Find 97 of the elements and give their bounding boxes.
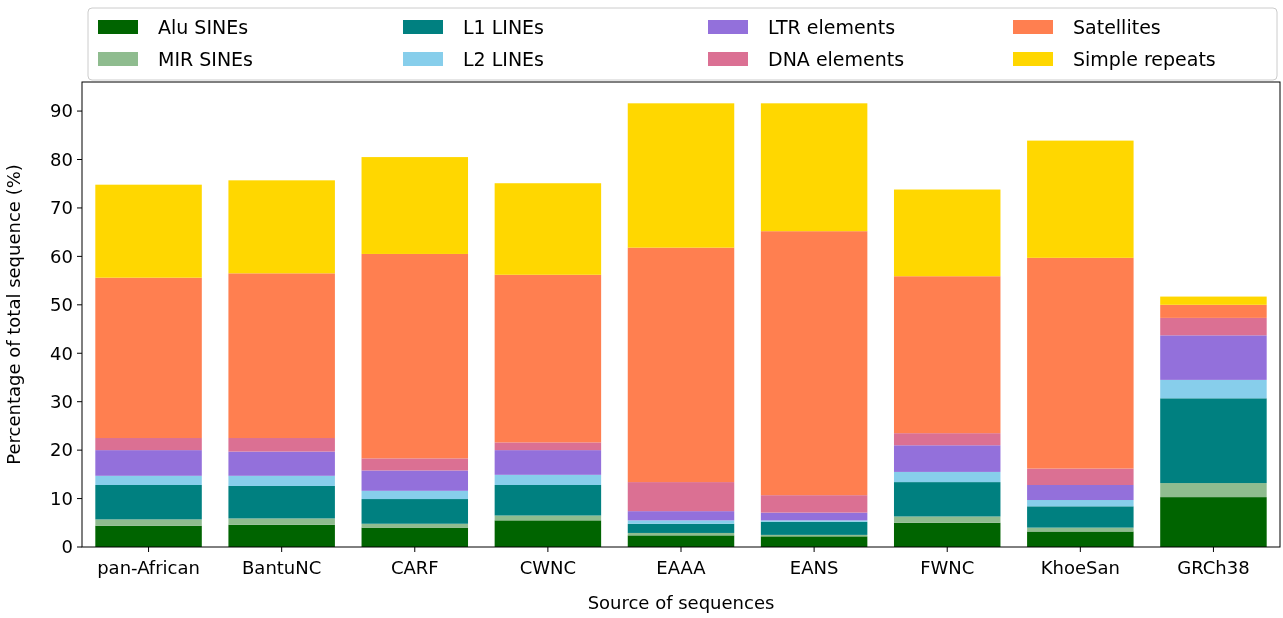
x-tick-label: EANS <box>789 557 839 578</box>
legend-label: LTR elements <box>768 16 896 38</box>
bar <box>228 518 335 525</box>
bar <box>627 535 735 547</box>
bar <box>627 523 735 533</box>
bar <box>1160 379 1267 399</box>
bar <box>627 511 735 521</box>
y-tick-label: 10 <box>50 487 73 509</box>
bar <box>361 523 469 528</box>
bar <box>1027 140 1134 258</box>
bar <box>893 482 1001 517</box>
bar <box>760 536 868 547</box>
y-tick-label: 70 <box>50 197 73 219</box>
x-tick-label: GRCh38 <box>1177 557 1250 578</box>
y-tick-label: 60 <box>50 245 73 267</box>
bar <box>228 180 335 274</box>
bar <box>1160 483 1267 498</box>
bar <box>1027 527 1134 532</box>
bar <box>361 157 469 254</box>
bar <box>760 495 868 513</box>
bar <box>893 276 1001 434</box>
bar <box>1160 296 1267 305</box>
y-tick-label: 30 <box>50 390 73 412</box>
bar <box>760 231 868 496</box>
x-tick-label: FWNC <box>920 557 975 578</box>
x-axis-title: Source of sequences <box>587 592 775 613</box>
bar <box>228 438 335 452</box>
y-tick-label: 80 <box>50 148 73 170</box>
bar <box>95 438 202 451</box>
bar <box>361 490 469 500</box>
bar <box>627 247 735 483</box>
y-tick-label: 90 <box>50 100 73 122</box>
bar <box>760 103 868 232</box>
bar <box>627 482 735 512</box>
bar <box>95 475 202 485</box>
x-tick-label: CARF <box>390 557 439 578</box>
bar <box>893 433 1001 446</box>
bar <box>1160 335 1267 380</box>
bar <box>494 520 602 547</box>
bar <box>760 512 868 521</box>
bar <box>361 470 469 491</box>
x-tick-label: BantuNC <box>242 557 322 578</box>
bar <box>1027 531 1134 547</box>
x-tick-label: pan-African <box>97 557 200 578</box>
x-tick-label: KhoeSan <box>1040 557 1120 578</box>
bar <box>494 442 602 451</box>
bar <box>494 274 602 443</box>
bar <box>95 450 202 476</box>
bar <box>494 474 602 485</box>
bar <box>1027 468 1134 485</box>
bar <box>228 524 335 547</box>
y-axis-title: Percentage of total sequence (%) <box>3 164 24 465</box>
bar <box>494 485 602 516</box>
bar <box>361 527 469 547</box>
bar <box>1027 506 1134 528</box>
legend-label: Alu SINEs <box>158 16 249 38</box>
bar <box>95 519 202 526</box>
y-tick-label: 40 <box>50 342 73 364</box>
bar <box>1027 485 1134 501</box>
bar <box>1160 497 1267 547</box>
bar <box>893 516 1001 523</box>
x-tick-label: EAAA <box>656 557 707 578</box>
bar <box>1160 304 1267 318</box>
legend-label: Simple repeats <box>1073 48 1216 70</box>
bar <box>893 189 1001 277</box>
x-tick-label: CWNC <box>519 557 577 578</box>
legend-label: Satellites <box>1073 16 1161 38</box>
bar <box>95 277 202 439</box>
bar <box>228 485 335 519</box>
bar <box>893 471 1001 483</box>
bar <box>95 184 202 278</box>
bar <box>1160 317 1267 336</box>
legend-label: DNA elements <box>768 48 905 70</box>
bar <box>228 273 335 439</box>
bar <box>95 525 202 547</box>
y-tick-label: 0 <box>61 536 73 558</box>
bar <box>361 458 469 471</box>
bar <box>95 485 202 520</box>
bar <box>361 253 469 459</box>
bar <box>627 103 735 248</box>
bar <box>760 521 868 535</box>
bar <box>1027 500 1134 507</box>
bar <box>228 475 335 486</box>
bar <box>494 183 602 275</box>
bar <box>228 451 335 476</box>
bar <box>893 522 1001 547</box>
bar <box>361 499 469 524</box>
legend-label: MIR SINEs <box>158 48 254 70</box>
bar <box>1027 257 1134 469</box>
y-tick-label: 20 <box>50 439 73 461</box>
bar <box>1160 398 1267 484</box>
bar <box>627 520 735 524</box>
legend-label: L2 LINEs <box>463 48 545 70</box>
bar <box>494 450 602 475</box>
bar <box>893 445 1001 472</box>
y-tick-label: 50 <box>50 294 73 316</box>
legend-label: L1 LINEs <box>463 16 545 38</box>
